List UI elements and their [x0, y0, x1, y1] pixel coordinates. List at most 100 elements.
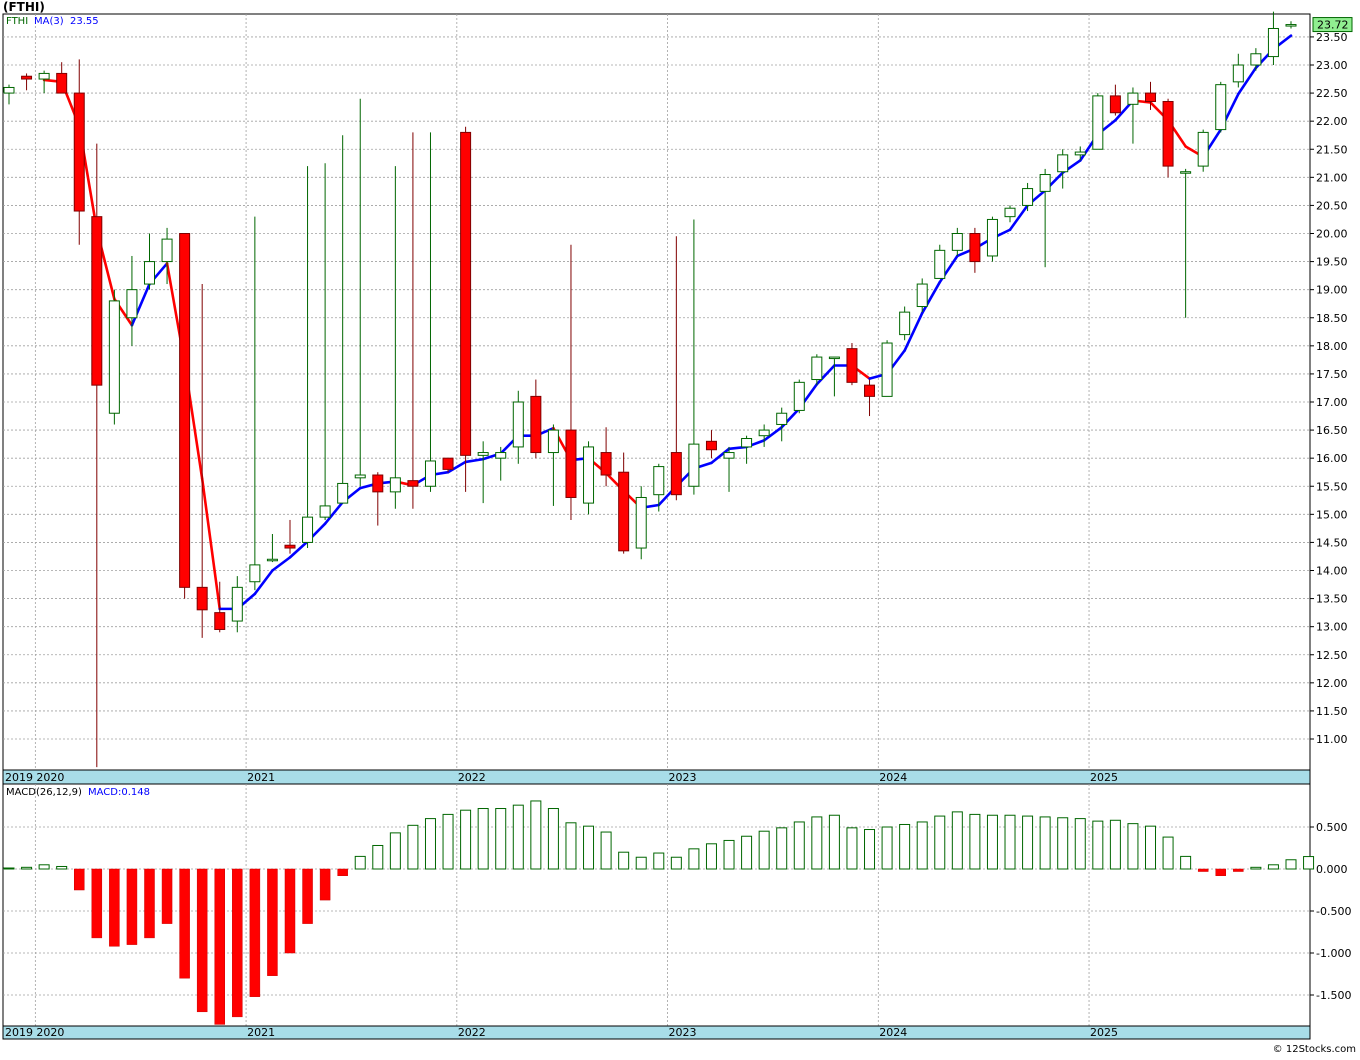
candle-body-up [1180, 171, 1192, 174]
ma-segment [200, 477, 222, 611]
macd-bar-positive [389, 832, 401, 870]
price-tick-label: 18.50 [1316, 312, 1348, 325]
ma-segment [271, 556, 292, 572]
ma-segment [903, 311, 924, 352]
candle [547, 424, 559, 506]
candle [828, 356, 840, 397]
candle [1039, 168, 1051, 268]
macd-bar-positive [1004, 814, 1016, 870]
price-tick-label: 12.00 [1316, 677, 1348, 690]
candle [442, 457, 454, 473]
ma-segment [446, 460, 467, 474]
macd-bar-negative [232, 868, 243, 1018]
macd-bar-positive [56, 865, 68, 870]
price-tick-label: 23.00 [1316, 59, 1348, 72]
candle [407, 132, 419, 509]
macd-bar-positive [1074, 818, 1086, 870]
candle [723, 446, 735, 492]
candles [3, 11, 1297, 768]
candle [600, 427, 612, 487]
macd-bar-positive [1303, 856, 1315, 870]
price-panel-frame [2, 13, 1311, 771]
last-price-badge [1312, 17, 1353, 33]
candle [389, 166, 401, 509]
macd-y-axis: 0.500 0.000 -0.500 -1.000 -1.500 [1310, 821, 1351, 1002]
macd-bar-positive [670, 856, 682, 870]
candle-body-down [372, 474, 384, 493]
ma-segment [253, 569, 274, 596]
price-tick-label: 11.00 [1316, 733, 1348, 746]
last-price-text: 23.72 [1317, 19, 1349, 32]
macd-bar-negative [302, 868, 313, 924]
candle-body-up [635, 496, 647, 549]
candle [179, 233, 191, 599]
candle [249, 216, 261, 591]
candle-body-up [249, 564, 261, 583]
price-tick-label: 22.00 [1316, 115, 1348, 128]
candle-body-up [758, 429, 770, 437]
candle [986, 216, 998, 262]
macd-bar-negative [126, 868, 138, 945]
candle-body-up [1022, 188, 1034, 206]
candle-body-up [3, 86, 15, 94]
candle [1250, 48, 1262, 71]
candle-body-up [354, 474, 366, 479]
candle [284, 519, 296, 554]
year-label: 2025 [1090, 1026, 1118, 1039]
macd-bar-positive [407, 824, 419, 870]
macd-bar-positive [547, 808, 559, 870]
candle-body-up [776, 412, 788, 425]
year-label: 2020 [36, 771, 64, 784]
macd-bar-positive [1039, 816, 1051, 870]
candle [635, 486, 647, 560]
candle-body-up [143, 261, 155, 285]
candle [354, 98, 366, 487]
candle-body-up [161, 238, 173, 263]
candle [1162, 98, 1174, 178]
macd-bar-positive [583, 825, 595, 870]
candle [231, 576, 243, 633]
candle [495, 446, 507, 481]
candle-body-up [389, 477, 401, 493]
ma-segment [710, 447, 731, 465]
candle-body-down [91, 216, 103, 386]
candle-body-up [1285, 24, 1297, 27]
year-label: 2023 [669, 1026, 697, 1039]
macd-bar-positive [1180, 855, 1192, 870]
candle [3, 84, 15, 105]
candle-body-up [828, 356, 840, 360]
candle-body-up [126, 289, 138, 319]
macd-tick-label: -0.500 [1316, 905, 1351, 918]
price-tick-label: 13.00 [1316, 621, 1348, 634]
macd-bar-negative [91, 868, 103, 939]
candle-body-up [477, 452, 489, 456]
macd-bar-positive [1109, 819, 1121, 870]
macd-bar-positive [881, 826, 893, 870]
macd-bar-positive [1022, 815, 1034, 870]
macd-bar-positive [653, 852, 665, 870]
candle-body-up [583, 446, 595, 504]
macd-bar-positive [776, 827, 788, 870]
candle [460, 126, 472, 492]
candle-body-up [1197, 131, 1209, 167]
price-tick-label: 17.00 [1316, 396, 1348, 409]
ma-segment [762, 425, 784, 442]
price-tick-label: 16.50 [1316, 424, 1348, 437]
candle-body-up [1127, 92, 1139, 105]
macd-bar-positive [951, 811, 963, 870]
macd-bar-positive [1267, 864, 1279, 870]
candle-body-up [231, 586, 243, 622]
ma-label: MA(3) [34, 16, 64, 27]
candle [618, 452, 630, 554]
candle-body-up [1267, 27, 1279, 58]
macd-bar-positive [899, 823, 911, 870]
year-label: 2024 [879, 771, 907, 784]
macd-bar-positive [1092, 820, 1104, 870]
candle-body-up [899, 311, 911, 336]
price-tick-label: 15.00 [1316, 508, 1348, 521]
price-tick-label: 14.00 [1316, 565, 1348, 578]
candle-body-up [1039, 174, 1051, 192]
candle [565, 244, 577, 520]
candle [1197, 129, 1209, 172]
candle-body-down [618, 471, 630, 552]
